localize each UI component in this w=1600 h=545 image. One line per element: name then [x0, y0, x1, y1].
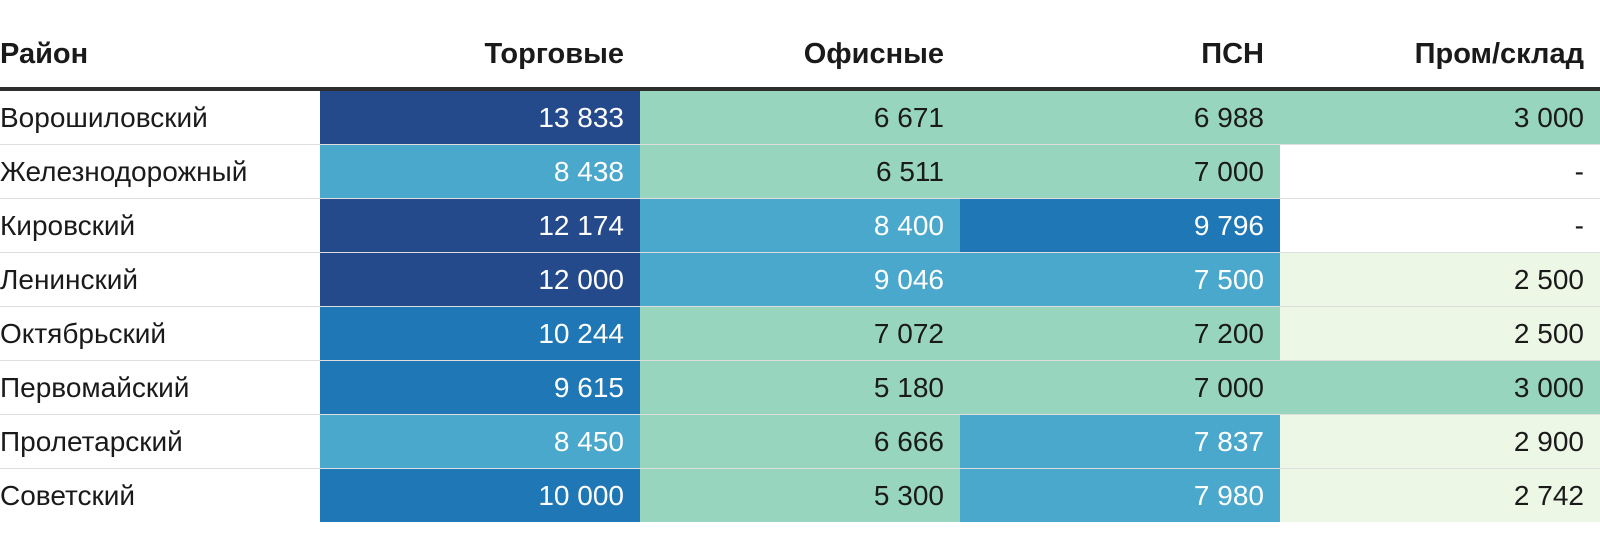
value-cell-retail: 8 438 [320, 144, 640, 199]
district-name-cell: Пролетарский [0, 414, 320, 469]
table-body: Ворошиловский 13 833 6 671 6 988 3 000 Железн… [0, 89, 1600, 522]
district-name-cell: Железнодорожный [0, 144, 320, 199]
value-cell-industrial-warehouse: 2 900 [1280, 414, 1600, 469]
value-cell-psn: 7 980 [960, 468, 1280, 522]
table-row: Пролетарский 8 450 6 666 7 837 2 900 [0, 414, 1600, 469]
value-cell-office: 8 400 [640, 198, 960, 253]
district-name-cell: Первомайский [0, 360, 320, 415]
value-cell-office: 7 072 [640, 306, 960, 361]
header-row: Район Торговые Офисные ПСН Пром/склад [0, 21, 1600, 91]
value-cell-retail: 10 244 [320, 306, 640, 361]
value-cell-office: 6 666 [640, 414, 960, 469]
value-cell-industrial-warehouse: 2 500 [1280, 306, 1600, 361]
value-cell-retail: 8 450 [320, 414, 640, 469]
district-name-cell: Ленинский [0, 252, 320, 307]
table-row: Кировский 12 174 8 400 9 796- [0, 198, 1600, 253]
header-retail[interactable]: Торговые [320, 21, 640, 91]
table-row: Первомайский 9 615 5 180 7 000 3 000 [0, 360, 1600, 415]
value-cell-retail: 13 833 [320, 89, 640, 145]
value-cell-retail: 9 615 [320, 360, 640, 415]
district-name-cell: Советский [0, 479, 136, 511]
value-cell-office: 5 180 [640, 360, 960, 415]
district-name-cell: Октябрьский [0, 306, 320, 361]
header-office[interactable]: Офисные [640, 21, 960, 91]
value-cell-psn: 7 500 [960, 252, 1280, 307]
table-row: Советский 10 000 5 300 7 980 2 742 [0, 468, 1600, 522]
value-cell-retail: 12 174 [320, 198, 640, 253]
value-cell-office: 6 671 [640, 89, 960, 145]
table-row: Ворошиловский 13 833 6 671 6 988 3 000 [0, 89, 1600, 145]
data-table: Район Торговые Офисные ПСН Пром/склад Во… [0, 21, 1600, 522]
header-psn[interactable]: ПСН [960, 21, 1280, 91]
table-row: Ленинский 12 000 9 046 7 500 2 500 [0, 252, 1600, 307]
value-cell-psn: 7 837 [960, 414, 1280, 469]
value-cell-office: 9 046 [640, 252, 960, 307]
value-cell-psn: 7 200 [960, 306, 1280, 361]
table-row: Октябрьский 10 244 7 072 7 200 2 500 [0, 306, 1600, 361]
value-cell-industrial-warehouse: - [1280, 144, 1600, 199]
value-cell-retail: 10 000 [320, 468, 640, 522]
value-cell-office: 5 300 [640, 468, 960, 522]
header-industrial-warehouse[interactable]: Пром/склад [1280, 21, 1600, 91]
value-cell-office: 6 511 [640, 144, 960, 199]
table-row: Железнодорожный 8 438 6 511 7 000- [0, 144, 1600, 199]
value-cell-industrial-warehouse: - [1280, 198, 1600, 253]
value-cell-psn: 7 000 [960, 360, 1280, 415]
value-cell-industrial-warehouse: 3 000 [1280, 360, 1600, 415]
value-cell-retail: 12 000 [320, 252, 640, 307]
value-cell-industrial-warehouse: 2 742 [1280, 468, 1600, 522]
value-cell-industrial-warehouse: 2 500 [1280, 252, 1600, 307]
value-cell-psn: 9 796 [960, 198, 1280, 253]
district-name-cell: Кировский [0, 198, 320, 253]
value-cell-psn: 7 000 [960, 144, 1280, 199]
value-cell-psn: 6 988 [960, 89, 1280, 145]
value-cell-industrial-warehouse: 3 000 [1280, 89, 1600, 145]
district-name-cell: Ворошиловский [0, 89, 320, 145]
header-district[interactable]: Район [0, 21, 320, 91]
